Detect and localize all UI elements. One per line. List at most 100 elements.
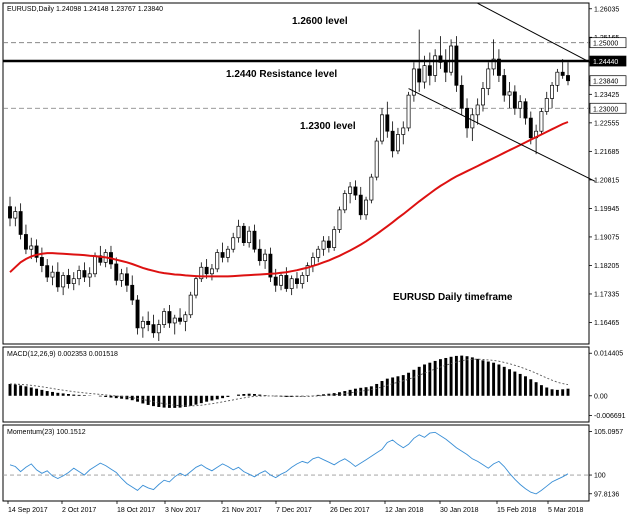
candle-body [300,275,305,284]
candle-body [321,240,326,250]
candle-body [263,253,268,262]
candle [82,262,87,282]
price-layer: 1.260351.251651.250001.244401.238401.234… [3,2,627,341]
price-tag-label: 1.23000 [593,106,618,113]
momentum-y-tick-label: 100 [594,473,606,480]
y-tick-label: 1.19945 [594,206,619,213]
candle-body [71,278,76,284]
momentum-panel-frame [2,424,590,502]
candle [231,232,236,253]
candle-body [8,206,12,219]
candle [39,247,44,273]
candle-body [496,58,501,76]
candle-body [66,275,71,284]
candle-body [167,311,172,324]
candle [61,272,66,296]
price-title: EURUSD,Daily 1.24098 1.24148 1.23767 1.2… [7,6,163,13]
candle-body [289,278,294,289]
candle [358,186,363,220]
candle [13,206,18,227]
candle-body [395,134,400,152]
candle-body [188,294,193,316]
candle [342,190,347,214]
candle-body [87,273,92,278]
candle-body [364,199,369,216]
price-tag-box [589,55,627,67]
candle-body [156,324,161,334]
candle [486,62,491,96]
macd-y-tick-label: 0.00 [594,393,608,400]
candle [337,206,342,233]
candle-body [204,266,209,275]
candle [225,245,230,263]
candle-body [50,271,55,278]
price-tag-box [589,102,627,114]
candle [560,59,565,79]
candle [194,275,198,299]
candle [385,101,390,138]
price-tag-label: 1.23840 [593,79,618,86]
candle [18,203,23,240]
candle-body [374,140,379,178]
candle [411,62,416,102]
candle [305,262,310,282]
price-tag: 1.25000 [589,37,627,49]
candle [550,82,555,109]
candle-body [114,263,119,281]
momentum-y-tick-label: 105.0957 [594,429,623,436]
candle-body [528,117,533,139]
y-tick-label: 1.18205 [594,263,619,270]
momentum-line [9,431,569,495]
y-tick-label: 1.19075 [594,234,619,241]
candle-body [284,275,289,289]
candle-body [406,94,411,129]
candle-body [443,62,448,73]
candle-body [135,299,140,329]
candle [289,275,294,296]
candle-body [449,45,454,73]
candle [279,272,283,291]
x-tick-label: 14 Sep 2017 [8,507,48,514]
candle [220,242,225,263]
candle [23,224,28,255]
candle [252,224,257,253]
candle-body [247,230,252,244]
candle-body [82,270,87,278]
channel-lower-line [408,88,596,182]
candle-body [18,211,23,235]
candle-body [209,268,214,275]
candle [348,182,353,204]
candle-body [544,98,549,112]
candle [374,137,379,181]
x-tick-label: 26 Dec 2017 [330,507,370,514]
candle-body [310,257,315,266]
candle-body [539,111,544,132]
candle [443,49,448,83]
candle-body [55,271,60,288]
candle-body [486,68,491,89]
candle [496,49,501,83]
candle-body [390,130,395,152]
candle [427,52,432,86]
candle [114,257,119,286]
y-tick-label: 1.21685 [594,149,619,156]
price-tag: 1.23000 [589,102,627,114]
candle [215,249,220,273]
candle-body [512,91,517,109]
candle [130,275,135,305]
candle-body [422,65,427,83]
x-tick-label: 15 Feb 2018 [497,507,536,514]
candle [459,75,464,115]
candle [369,173,374,204]
candle [66,268,71,289]
candle-body [215,252,220,270]
candle-body [39,257,44,266]
candle [539,108,544,135]
candle-body [124,273,129,286]
candle-body [225,248,230,258]
candle [544,91,549,115]
y-tick-label: 1.22555 [594,120,619,127]
price-tag-box [589,37,627,49]
price-tag-label: 1.25000 [593,41,618,48]
